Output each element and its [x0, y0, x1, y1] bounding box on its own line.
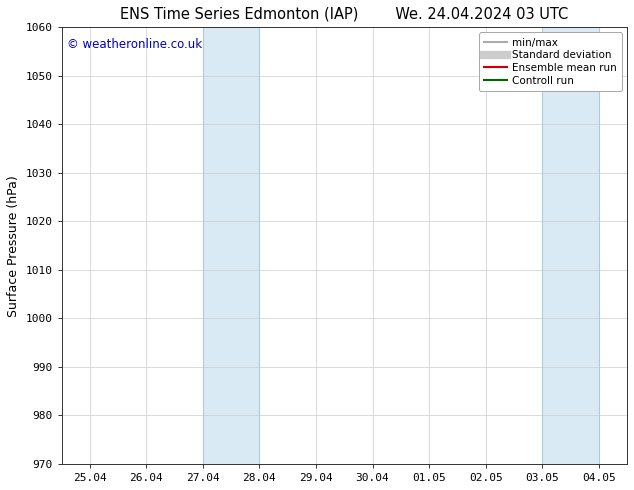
Legend: min/max, Standard deviation, Ensemble mean run, Controll run: min/max, Standard deviation, Ensemble me…: [479, 32, 622, 91]
Y-axis label: Surface Pressure (hPa): Surface Pressure (hPa): [7, 175, 20, 317]
Title: ENS Time Series Edmonton (IAP)        We. 24.04.2024 03 UTC: ENS Time Series Edmonton (IAP) We. 24.04…: [120, 7, 569, 22]
Bar: [203, 27, 259, 464]
Bar: [542, 27, 598, 464]
Text: © weatheronline.co.uk: © weatheronline.co.uk: [67, 38, 202, 51]
